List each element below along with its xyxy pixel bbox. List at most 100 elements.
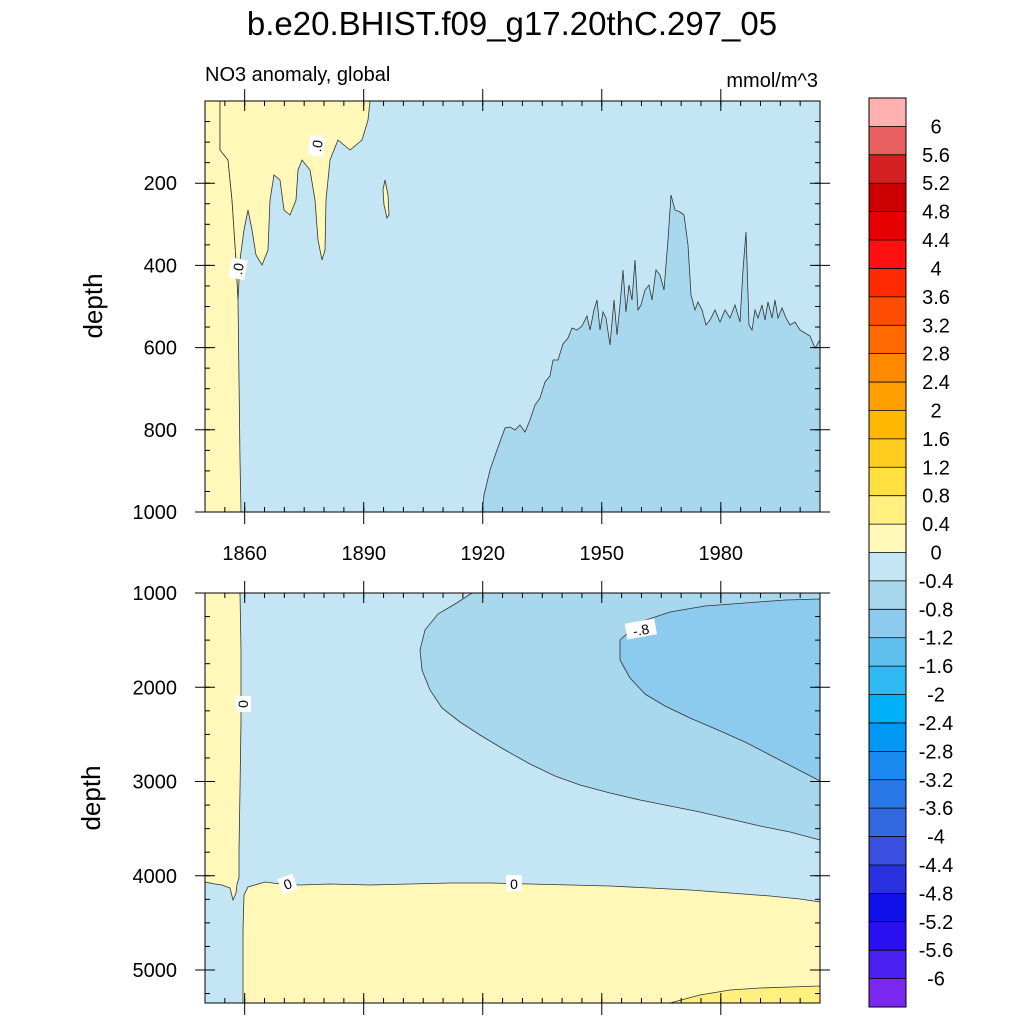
colorbar-swatch	[869, 864, 906, 894]
colorbar-label: -0.8	[919, 599, 953, 621]
colorbar-swatch	[869, 694, 906, 724]
colorbar-label: 4.8	[922, 202, 950, 224]
right-subtitle: mmol/m^3	[726, 70, 818, 92]
colorbar-swatch	[869, 722, 906, 752]
y-tick-label: 600	[144, 338, 177, 360]
colorbar-swatch	[869, 325, 906, 354]
lower-contour-label-1: -.8	[632, 621, 651, 640]
colorbar-label: -0.4	[919, 571, 953, 593]
colorbar-label: -2	[927, 685, 945, 707]
colorbar-swatch	[869, 382, 906, 411]
upper-contour-label-bg-2	[228, 257, 248, 281]
colorbar: 6 5.6 5.2 4.8 4.4 4 3.6 3.2 2.8 2.4 2 1.6 1.2 0.8 0.4 0…	[868, 97, 953, 1008]
upper-contour-negative-0-8	[481, 194, 821, 513]
colorbar-swatch	[869, 836, 906, 866]
lower-contour-label-bg-4	[506, 875, 522, 891]
lower-contour-label-2: 0	[235, 700, 251, 708]
colorbar-label: 5.6	[922, 145, 950, 167]
colorbar-label: 0	[930, 543, 941, 565]
colorbar-label: -6	[927, 969, 945, 991]
lower-plot-area: -.8 0 0 0	[204, 592, 821, 1004]
colorbar-label: 0.4	[922, 514, 950, 536]
upper-panel: .0 .0 200 400 600 800 1000 1860 1890 1920 1950 1…	[78, 89, 830, 565]
lower-contour-label-4: 0	[510, 876, 518, 892]
lower-y-axis-title: depth	[76, 765, 106, 830]
lower-panel: -.8 0 0 0 1000 2000 3000 4000 5000 depth	[76, 581, 830, 1015]
colorbar-swatch	[869, 552, 906, 582]
colorbar-swatch	[869, 666, 906, 695]
left-subtitle: NO3 anomaly, global	[205, 64, 390, 86]
upper-contour-label-bg-1	[307, 134, 327, 158]
colorbar-label: 3.2	[922, 315, 950, 337]
y-tick-label: 800	[144, 420, 177, 442]
colorbar-label: -3.2	[919, 770, 953, 792]
colorbar-swatch	[869, 808, 906, 837]
lower-y-axis: 1000 2000 3000 4000 5000	[133, 583, 830, 995]
colorbar-swatch	[869, 950, 906, 979]
colorbar-swatch	[869, 580, 906, 610]
colorbar-label: 2.4	[922, 372, 950, 394]
colorbar-swatch	[869, 126, 906, 156]
colorbar-swatch	[869, 893, 906, 923]
lower-contour-label-bg-2	[235, 696, 251, 712]
colorbar-label: 6	[930, 116, 941, 138]
lower-x-axis	[224, 581, 821, 1015]
x-tick-label: 1890	[341, 543, 386, 565]
chart-title: b.e20.BHIST.f09_g17.20thC.297_05	[247, 5, 777, 42]
upper-contour-labels: .0 .0	[228, 134, 327, 281]
colorbar-swatch	[869, 98, 906, 127]
colorbar-swatch	[869, 609, 906, 639]
upper-plot-area: .0 .0	[204, 100, 821, 513]
x-tick-label: 1920	[460, 543, 505, 565]
y-tick-label: 2000	[133, 677, 178, 699]
colorbar-label: -1.6	[919, 656, 953, 678]
upper-contour-small-patch	[382, 179, 390, 219]
lower-plot-frame	[204, 592, 821, 1004]
colorbar-swatch	[869, 921, 906, 951]
colorbar-swatch	[869, 268, 906, 298]
colorbar-swatch	[869, 467, 906, 496]
colorbar-swatch	[869, 211, 906, 241]
y-tick-label: 400	[144, 255, 177, 277]
upper-x-axis: 1860 1890 1920 1950 1980	[222, 89, 821, 565]
lower-contour-label-bg-1	[624, 618, 657, 640]
colorbar-swatch	[869, 438, 906, 468]
colorbar-label: -2.4	[919, 713, 953, 735]
y-tick-label: 3000	[133, 772, 178, 794]
colorbar-swatch	[869, 495, 906, 525]
colorbar-label: -1.2	[919, 628, 953, 650]
colorbar-swatch	[869, 240, 906, 269]
upper-y-axis: 200 400 600 800 1000	[133, 100, 830, 524]
y-tick-label: 1000	[133, 583, 178, 605]
x-tick-label: 1860	[222, 543, 267, 565]
colorbar-label: 2	[930, 400, 941, 422]
upper-y-axis-title: depth	[78, 273, 108, 338]
upper-contour-label-1: .0	[308, 138, 326, 152]
colorbar-swatch	[869, 637, 906, 667]
y-tick-label: 1000	[133, 502, 178, 524]
colorbar-label: 3.6	[922, 287, 950, 309]
colorbar-label: -5.6	[919, 940, 953, 962]
colorbar-swatch	[869, 410, 906, 440]
lower-contour-label-bg-3	[277, 873, 298, 895]
lower-contour-positive-left-band	[204, 592, 242, 902]
colorbar-label: 0.8	[922, 486, 950, 508]
colorbar-swatch	[869, 183, 906, 212]
colorbar-swatch	[869, 154, 906, 184]
x-tick-label: 1950	[580, 543, 625, 565]
colorbar-label: -4.4	[919, 855, 953, 877]
colorbar-swatch	[869, 296, 906, 326]
colorbar-label: 1.2	[922, 457, 950, 479]
colorbar-label: -4	[927, 827, 945, 849]
colorbar-swatch	[869, 751, 906, 781]
y-tick-label: 4000	[133, 866, 178, 888]
lower-contour-positive-abyssal	[242, 881, 821, 1004]
colorbar-label: 5.2	[922, 173, 950, 195]
colorbar-label: 4.4	[922, 230, 950, 252]
y-tick-label: 5000	[133, 960, 178, 982]
colorbar-swatch	[869, 779, 906, 809]
colorbar-label: -3.6	[919, 798, 953, 820]
y-tick-label: 200	[144, 173, 177, 195]
colorbar-label: 1.6	[922, 429, 950, 451]
